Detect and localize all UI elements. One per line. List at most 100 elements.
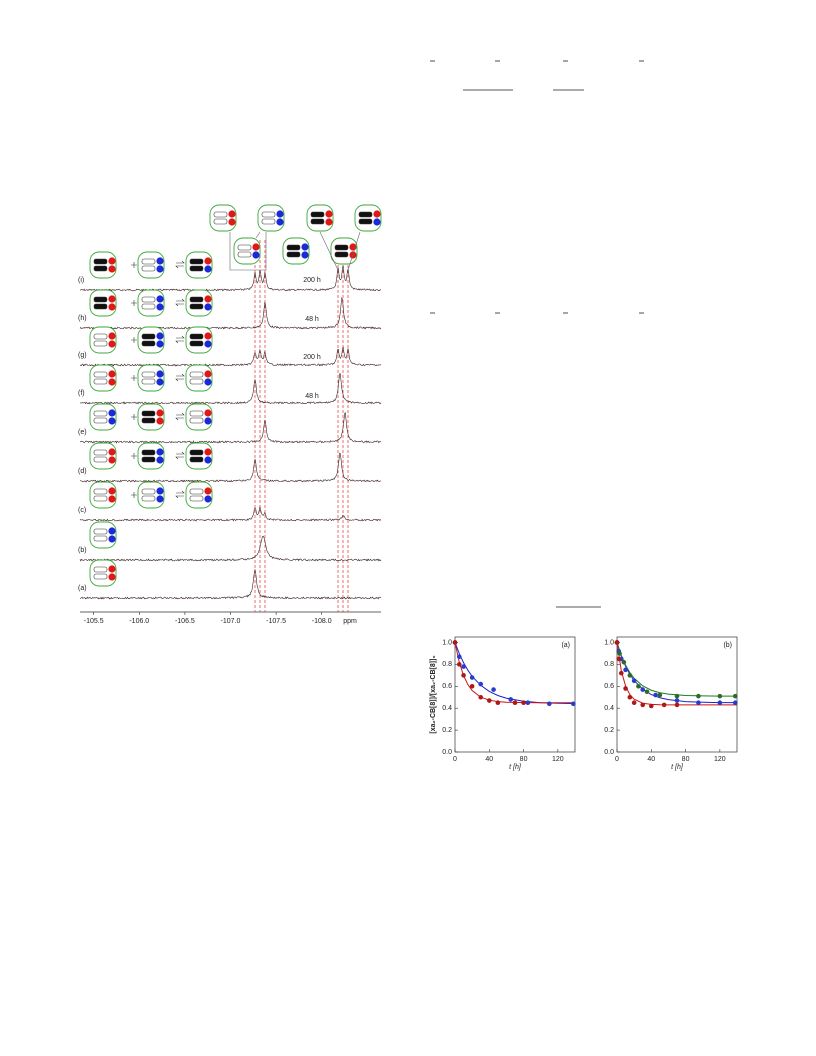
data-point <box>491 687 496 692</box>
time-label: 48 h <box>305 393 319 400</box>
guest <box>93 296 108 303</box>
data-point <box>674 702 680 708</box>
guest <box>93 495 108 502</box>
plus-sign <box>131 375 137 381</box>
guest <box>310 218 325 225</box>
host-cb8 <box>185 289 213 317</box>
complex-icon <box>354 204 382 232</box>
time-label: 48 h <box>305 316 319 323</box>
host-cb8 <box>89 403 117 431</box>
host-cb8 <box>89 442 117 470</box>
host-cb8 <box>137 289 165 317</box>
x-axis-label: ppm <box>343 618 357 625</box>
spectrum <box>79 452 382 483</box>
complex-icon <box>257 204 285 232</box>
guest <box>286 251 301 258</box>
guest <box>93 303 108 310</box>
x-tick-label: 40 <box>485 756 493 763</box>
time-label: 200 h <box>303 354 321 361</box>
data-point <box>456 654 462 660</box>
host-cb8 <box>354 204 382 232</box>
guest-head <box>204 378 212 386</box>
guest-head <box>156 257 164 265</box>
guest <box>334 251 349 258</box>
data-point <box>521 700 526 706</box>
guest <box>93 265 108 272</box>
guest <box>189 495 204 502</box>
guest-head <box>301 251 309 259</box>
spectrum-label: (f) <box>78 390 85 397</box>
guest-head <box>108 495 116 503</box>
guest-head <box>252 243 260 251</box>
guest <box>93 573 108 580</box>
guest-head <box>156 332 164 340</box>
guest <box>141 303 156 310</box>
spectrum-label: (c) <box>78 507 86 514</box>
guest <box>213 218 228 225</box>
fit-line <box>616 642 737 697</box>
spectrum-label: (e) <box>78 429 87 436</box>
panel-label: (a) <box>561 642 570 649</box>
complex-icon <box>137 442 165 470</box>
complex-icon <box>89 442 117 470</box>
guest <box>261 211 276 218</box>
guest <box>93 528 108 535</box>
guest <box>189 265 204 272</box>
plus-sign <box>131 262 137 268</box>
data-point <box>456 662 462 667</box>
equilibrium-arrows <box>175 412 185 421</box>
complex-icon <box>185 442 213 470</box>
host-cb8 <box>185 403 213 431</box>
host-cb8 <box>185 364 213 392</box>
guest <box>141 340 156 347</box>
data-point <box>478 681 484 687</box>
guest <box>93 410 108 417</box>
guest-head <box>108 378 116 386</box>
x-axis-label: t [h] <box>509 764 522 771</box>
host-cb8 <box>89 251 117 279</box>
guest-head <box>108 340 116 348</box>
y-tick-label: 1.0 <box>442 639 452 646</box>
data-point <box>627 694 633 700</box>
data-point <box>696 700 701 706</box>
guest <box>93 371 108 378</box>
guest-head <box>156 370 164 378</box>
host-cb8 <box>89 559 117 587</box>
guest-head <box>252 251 260 259</box>
guest <box>93 456 108 463</box>
guest-head <box>156 487 164 495</box>
guest-head <box>156 295 164 303</box>
guest <box>189 303 204 310</box>
equilibrium-arrows <box>175 490 185 499</box>
equilibrium-arrows <box>175 298 185 307</box>
guest <box>286 244 301 251</box>
data-point <box>617 651 622 656</box>
host-cb8 <box>137 251 165 279</box>
guest <box>189 258 204 265</box>
guest <box>189 371 204 378</box>
data-point <box>631 700 637 706</box>
equilibrium-arrows <box>175 373 185 382</box>
data-point <box>644 689 650 695</box>
plus-sign <box>131 453 137 459</box>
guest <box>189 378 204 385</box>
guest-head <box>108 527 116 535</box>
data-point <box>508 697 514 702</box>
y-tick-label: 0.6 <box>442 683 452 690</box>
complex-icon <box>137 481 165 509</box>
guest-head <box>325 218 333 226</box>
guest <box>141 488 156 495</box>
x-tick-label: -106.0 <box>129 618 149 625</box>
host-cb8 <box>282 237 310 265</box>
data-point <box>512 700 518 706</box>
x-tick-label: 80 <box>520 756 528 763</box>
guest <box>93 378 108 385</box>
guest-head <box>204 340 212 348</box>
host-cb8 <box>89 521 117 549</box>
spectrum <box>79 569 382 600</box>
plus-sign <box>131 300 137 306</box>
x-tick-label: 0 <box>615 756 619 763</box>
guest-head <box>373 210 381 218</box>
complex-icon <box>137 251 165 279</box>
